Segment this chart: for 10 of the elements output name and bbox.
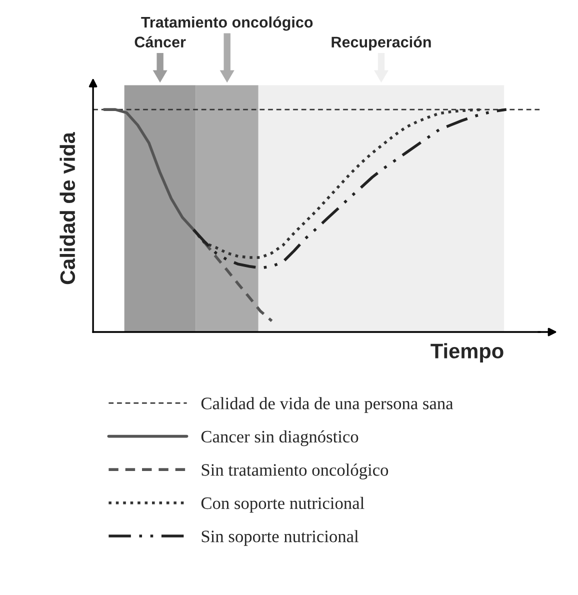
legend-label: Sin soporte nutricional xyxy=(202,530,359,546)
y-axis-title: Calidad de vida xyxy=(60,132,76,284)
text: Recuperación xyxy=(332,36,431,51)
legend-label: Con soporte nutricional xyxy=(201,496,364,513)
legend-label: Cancer sin diagnóstico xyxy=(201,430,358,446)
text: Cáncer xyxy=(134,36,186,48)
legend-label: Sin tratamiento oncológico xyxy=(202,464,388,480)
x-axis-title: Tiempo xyxy=(430,343,504,363)
legend-label: Calidad de vida de una persona sana xyxy=(201,397,454,413)
text: Tratamiento oncológico xyxy=(141,16,313,31)
